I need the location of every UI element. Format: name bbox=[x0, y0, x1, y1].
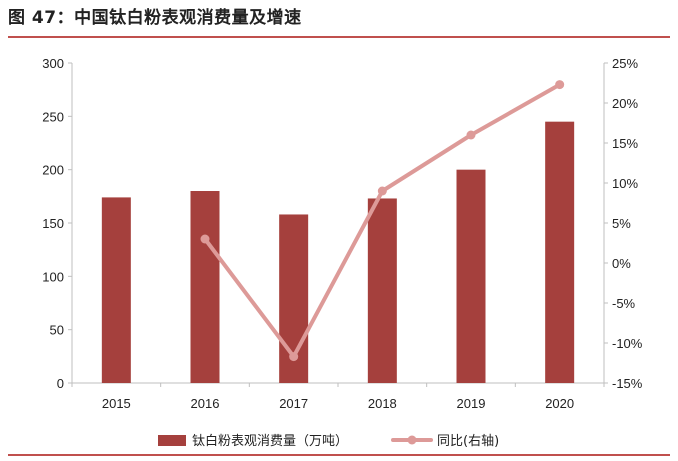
x-tick-label: 2020 bbox=[545, 396, 574, 411]
bar-series bbox=[101, 121, 575, 384]
right-tick-label: 0% bbox=[612, 256, 631, 271]
right-tick-label: -5% bbox=[612, 296, 636, 311]
left-tick-label: 50 bbox=[50, 323, 64, 338]
bar bbox=[101, 197, 131, 383]
top-rule bbox=[8, 36, 670, 38]
left-tick-label: 300 bbox=[42, 56, 64, 71]
left-tick-label: 100 bbox=[42, 269, 64, 284]
right-tick-group: -15% -10% -5% 0% 5% 10% 15% 20% 25% bbox=[604, 56, 643, 391]
legend-line-label: 同比(右轴) bbox=[437, 434, 499, 449]
bottom-rule bbox=[8, 454, 670, 456]
x-tick-label: 2015 bbox=[102, 396, 131, 411]
left-tick-label: 0 bbox=[57, 376, 64, 391]
legend-line-marker bbox=[407, 435, 417, 445]
x-tick-group: 2015 2016 2017 2018 2019 2020 bbox=[71, 383, 605, 411]
right-tick-label: 5% bbox=[612, 216, 631, 231]
right-tick-label: 20% bbox=[612, 96, 638, 111]
figure-title: 图 47：中国钛白粉表观消费量及增速 bbox=[8, 8, 302, 28]
bar bbox=[545, 121, 575, 384]
bar bbox=[367, 198, 397, 383]
right-tick-label: -10% bbox=[612, 336, 643, 351]
left-tick-group: 0 50 100 150 200 250 300 bbox=[42, 56, 72, 391]
line-point bbox=[200, 234, 210, 244]
line-point bbox=[377, 186, 387, 196]
line-series bbox=[200, 80, 565, 362]
legend-bar-label: 钛白粉表观消费量（万吨） bbox=[192, 433, 348, 449]
legend: 钛白粉表观消费量（万吨） 同比(右轴) bbox=[158, 433, 499, 449]
right-tick-label: -15% bbox=[612, 376, 643, 391]
line-point bbox=[289, 352, 299, 362]
right-tick-label: 25% bbox=[612, 56, 638, 71]
line-point bbox=[466, 130, 476, 140]
x-tick-label: 2017 bbox=[279, 396, 308, 411]
left-tick-label: 250 bbox=[42, 109, 64, 124]
x-tick-label: 2019 bbox=[457, 396, 486, 411]
left-tick-label: 200 bbox=[42, 163, 64, 178]
x-tick-label: 2016 bbox=[191, 396, 220, 411]
left-tick-label: 150 bbox=[42, 216, 64, 231]
right-tick-label: 15% bbox=[612, 136, 638, 151]
bar bbox=[456, 169, 486, 383]
legend-bar-swatch bbox=[158, 435, 186, 446]
bar bbox=[190, 191, 220, 383]
right-tick-label: 10% bbox=[612, 176, 638, 191]
line-point bbox=[555, 80, 565, 90]
x-tick-label: 2018 bbox=[368, 396, 397, 411]
